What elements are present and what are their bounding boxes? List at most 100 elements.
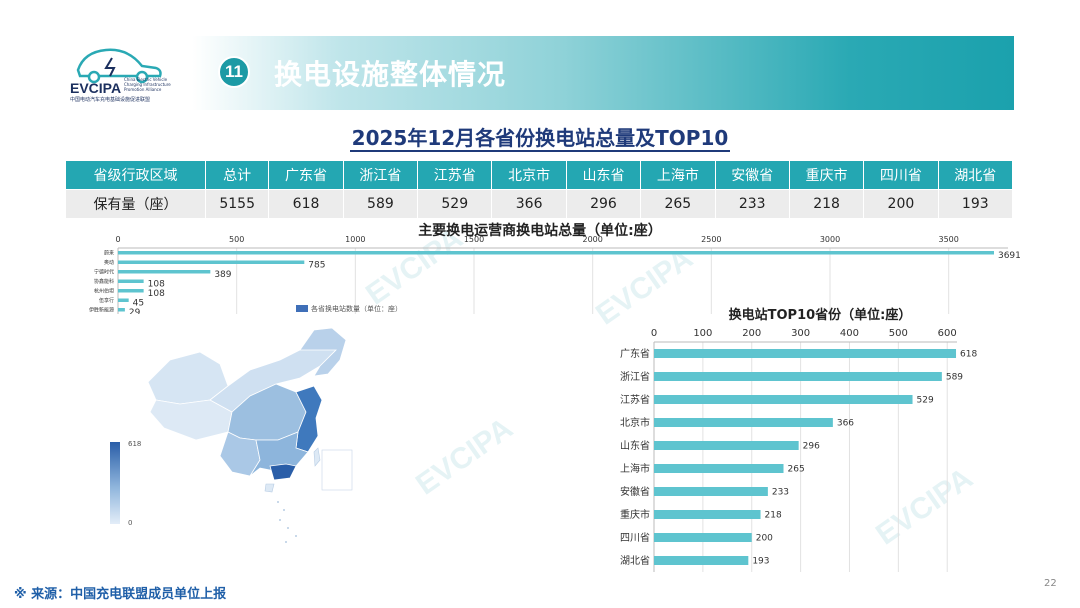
category-label: 浙江省 xyxy=(620,370,650,383)
data-label: 265 xyxy=(788,465,805,475)
table-cell: 366 xyxy=(491,189,567,219)
title-banner xyxy=(192,36,1014,110)
table-row-label: 保有量（座） xyxy=(65,189,206,219)
table-row-header: 省级行政区域 xyxy=(65,160,206,190)
map-legend-swatch xyxy=(296,305,308,312)
table-header-cell: 四川省 xyxy=(863,160,939,190)
evcipa-logo-icon xyxy=(76,48,162,84)
table-cell: 296 xyxy=(565,189,642,219)
map-region-east xyxy=(295,385,323,453)
bar xyxy=(118,270,211,274)
data-label: 193 xyxy=(752,557,769,567)
x-tick-label: 400 xyxy=(840,328,859,339)
category-label: 山东省 xyxy=(620,439,650,452)
logo-english-name: China Electric Vehicle Charging Infrastr… xyxy=(124,77,171,92)
table-cell: 200 xyxy=(863,189,939,219)
data-label: 389 xyxy=(214,270,231,280)
table-cell: 5155 xyxy=(204,189,270,219)
bar xyxy=(654,464,784,473)
table-cell: 589 xyxy=(342,189,419,219)
category-label: 杭州伯坦 xyxy=(94,287,114,294)
map-region-tibet xyxy=(149,399,233,441)
x-tick-label: 2500 xyxy=(701,235,721,244)
category-label: 四川省 xyxy=(620,531,650,544)
bar xyxy=(654,372,942,381)
source-note: ※ 来源：中国充电联盟成员单位上报 xyxy=(14,587,227,602)
category-label: 奥动 xyxy=(104,259,114,266)
map-legend-label: 各省换电站数量（单位：座） xyxy=(311,305,402,313)
bar xyxy=(654,349,957,358)
category-label: 蔚来 xyxy=(104,249,114,256)
data-label: 233 xyxy=(772,488,789,498)
bar xyxy=(118,260,305,264)
x-tick-label: 1500 xyxy=(464,235,484,244)
table-cell: 218 xyxy=(788,189,865,219)
china-map xyxy=(147,327,353,543)
x-tick-label: 300 xyxy=(791,328,810,339)
x-tick-label: 600 xyxy=(938,328,957,339)
operator-chart-title: 主要换电运营商换电站总量（单位:座） xyxy=(418,223,662,239)
data-label: 618 xyxy=(960,350,977,360)
bar xyxy=(118,279,144,283)
map-region-northeast xyxy=(299,327,347,377)
data-label: 3691 xyxy=(998,251,1020,261)
section-number-badge: 11 xyxy=(218,56,250,88)
category-label: 重庆市 xyxy=(620,508,650,521)
operator-bar-chart: 0 500 1000 1500 2000 2500 3000 3500 蔚来 3691 奥动 785 宁… xyxy=(89,235,1020,314)
south-sea-islands xyxy=(277,501,297,543)
x-tick-label: 200 xyxy=(742,328,761,339)
category-label: 北京市 xyxy=(620,416,650,429)
bar xyxy=(118,251,994,255)
category-label: 协鑫能科 xyxy=(94,278,114,285)
data-label: 296 xyxy=(803,442,820,452)
data-label: 785 xyxy=(308,260,325,270)
map-scale-max: 618 xyxy=(128,440,142,448)
table-cell: 193 xyxy=(937,189,1014,219)
data-label: 108 xyxy=(148,289,165,299)
map-region-taiwan xyxy=(313,447,321,467)
category-label: 上海市 xyxy=(620,462,650,475)
logo-text: EVCIPA xyxy=(70,80,122,96)
data-label: 108 xyxy=(148,279,165,289)
map-scale-min: 0 xyxy=(128,519,133,527)
x-tick-label: 100 xyxy=(693,328,712,339)
table-header-cell: 江苏省 xyxy=(417,160,493,190)
table-header-cell: 安徽省 xyxy=(714,160,790,190)
bar xyxy=(118,298,129,302)
bar xyxy=(118,289,144,293)
category-label: 安徽省 xyxy=(620,485,650,498)
bar xyxy=(654,556,749,565)
bar xyxy=(654,441,799,450)
bar xyxy=(654,510,761,519)
watermark: EVCIPA xyxy=(410,411,519,502)
category-label: 宁德时代 xyxy=(94,268,114,275)
x-tick-label: 3500 xyxy=(938,235,958,244)
bar xyxy=(654,395,913,404)
data-label: 529 xyxy=(917,396,934,406)
table-header-cell: 湖北省 xyxy=(937,160,1014,190)
data-label: 218 xyxy=(765,511,782,521)
x-tick-label: 2000 xyxy=(582,235,602,244)
category-label: 广东省 xyxy=(620,347,650,360)
map-color-scale xyxy=(110,442,120,524)
category-label: 江苏省 xyxy=(620,393,650,406)
table-header-cell: 总计 xyxy=(204,160,270,190)
page-number: 22 xyxy=(1044,578,1057,589)
table-header-cell: 上海市 xyxy=(640,160,716,190)
table-header-cell: 山东省 xyxy=(565,160,642,190)
bar xyxy=(654,418,833,427)
x-tick-label: 0 xyxy=(651,328,657,339)
table-header-cell: 重庆市 xyxy=(788,160,865,190)
category-label: 伊胜新能源 xyxy=(89,306,114,313)
table-row: 保有量（座） 5155 618 589 529 366 296 265 233 … xyxy=(65,189,1014,219)
page-title: 2025年12月各省份换电站总量及TOP10 xyxy=(349,126,731,152)
category-label: 湖北省 xyxy=(620,554,650,567)
table-header-cell: 浙江省 xyxy=(342,160,419,190)
data-label: 589 xyxy=(946,373,963,383)
table-header-row: 省级行政区域 总计 广东省 浙江省 江苏省 北京市 山东省 上海市 安徽省 重庆… xyxy=(65,160,1014,190)
x-tick-label: 1000 xyxy=(345,235,365,244)
bar xyxy=(654,487,768,496)
bar xyxy=(654,533,752,542)
data-label: 200 xyxy=(756,534,773,544)
province-table: 省级行政区域 总计 广东省 浙江省 江苏省 北京市 山东省 上海市 安徽省 重庆… xyxy=(65,160,1014,219)
